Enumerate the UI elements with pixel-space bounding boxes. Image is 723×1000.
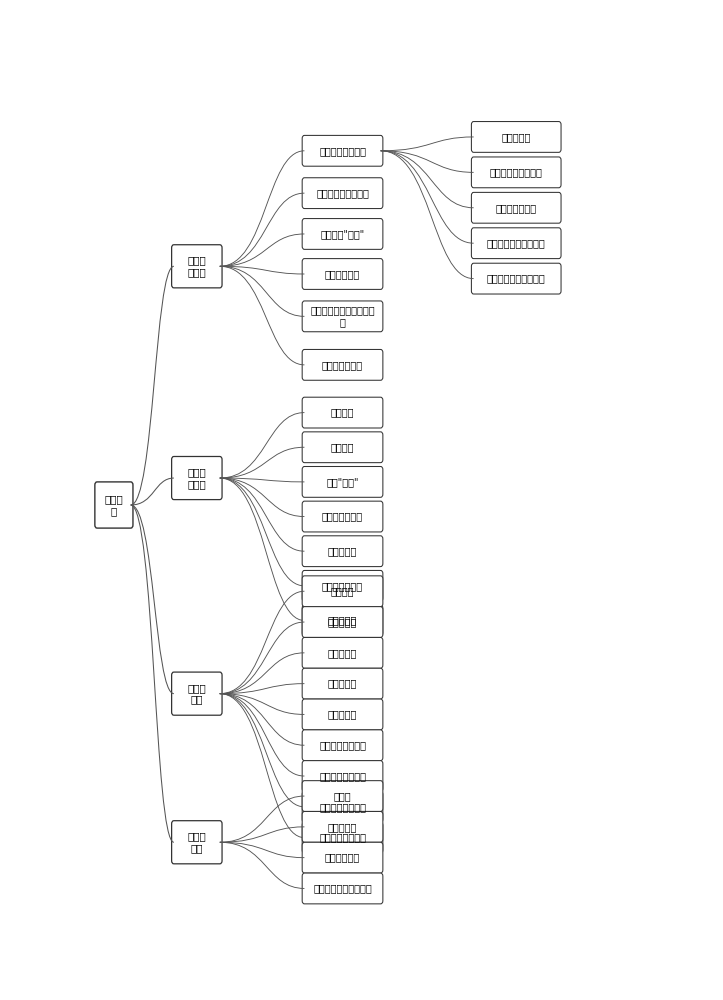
Text: 显示荧光屏无噪声背景: 显示荧光屏无噪声背景 (313, 883, 372, 893)
Text: 无发射: 无发射 (334, 791, 351, 801)
FancyBboxPatch shape (302, 842, 383, 873)
FancyBboxPatch shape (302, 135, 383, 166)
FancyBboxPatch shape (302, 301, 383, 332)
Text: 天线倒转: 天线倒转 (330, 442, 354, 452)
FancyBboxPatch shape (302, 873, 383, 904)
Text: 无船首标志: 无船首标志 (328, 546, 357, 556)
Text: 无扫描线: 无扫描线 (330, 586, 354, 596)
Text: 交流电机倒转: 交流电机倒转 (325, 269, 360, 279)
FancyBboxPatch shape (302, 730, 383, 761)
FancyBboxPatch shape (302, 397, 383, 428)
FancyBboxPatch shape (471, 192, 561, 223)
Text: 无晶体电流: 无晶体电流 (328, 822, 357, 832)
FancyBboxPatch shape (302, 536, 383, 567)
FancyBboxPatch shape (302, 668, 383, 699)
FancyBboxPatch shape (302, 822, 383, 853)
FancyBboxPatch shape (302, 466, 383, 497)
FancyBboxPatch shape (302, 791, 383, 822)
Text: 中频发电机输出电压不正
常: 中频发电机输出电压不正 常 (310, 306, 375, 327)
FancyBboxPatch shape (95, 482, 133, 528)
Text: 无船首标志: 无船首标志 (328, 648, 357, 658)
FancyBboxPatch shape (302, 570, 383, 601)
Text: 天线"飞车": 天线"飞车" (326, 477, 359, 487)
Text: 直流电机"飞车": 直流电机"飞车" (320, 229, 364, 239)
Text: 无输入电压: 无输入电压 (502, 132, 531, 142)
Text: 目标方位有误差: 目标方位有误差 (322, 512, 363, 522)
Text: 串激磁场绕组接触不良: 串激磁场绕组接触不良 (487, 274, 546, 284)
Text: 海浪抑制不起作用: 海浪抑制不起作用 (319, 771, 366, 781)
Text: 不能辐射电磁波: 不能辐射电磁波 (322, 581, 363, 591)
FancyBboxPatch shape (302, 432, 383, 463)
Text: 炭刷与整流子接触不良: 炭刷与整流子接触不良 (487, 238, 546, 248)
FancyBboxPatch shape (302, 607, 383, 637)
Text: 雨雪抑制不起作用: 雨雪抑制不起作用 (319, 802, 366, 812)
FancyBboxPatch shape (302, 761, 383, 791)
Text: 扫描线不转: 扫描线不转 (328, 615, 357, 626)
Text: 天线不转: 天线不转 (330, 408, 354, 418)
Text: 收发机
故障: 收发机 故障 (187, 831, 206, 853)
FancyBboxPatch shape (302, 781, 383, 811)
FancyBboxPatch shape (471, 157, 561, 188)
Text: 雷达故
障: 雷达故 障 (105, 494, 124, 516)
FancyBboxPatch shape (302, 501, 383, 532)
FancyBboxPatch shape (302, 605, 383, 636)
Text: 无交流电压输出: 无交流电压输出 (322, 360, 363, 370)
FancyBboxPatch shape (302, 259, 383, 289)
Text: 荧光屏无背景噪声: 荧光屏无背景噪声 (319, 740, 366, 750)
FancyBboxPatch shape (302, 576, 383, 607)
FancyBboxPatch shape (302, 811, 383, 842)
Text: 天线系
统故障: 天线系 统故障 (187, 467, 206, 489)
FancyBboxPatch shape (302, 699, 383, 730)
FancyBboxPatch shape (302, 349, 383, 380)
FancyBboxPatch shape (302, 178, 383, 209)
FancyBboxPatch shape (471, 122, 561, 152)
Text: 聚焦控制不起作用: 聚焦控制不起作用 (319, 833, 366, 843)
Text: 显示器
故障: 显示器 故障 (187, 683, 206, 704)
FancyBboxPatch shape (471, 263, 561, 294)
Text: 直流电机不能启动: 直流电机不能启动 (319, 146, 366, 156)
FancyBboxPatch shape (302, 637, 383, 668)
Text: 无固定距标: 无固定距标 (328, 679, 357, 689)
FancyBboxPatch shape (171, 821, 222, 864)
Text: 启动继电器线包开路: 启动继电器线包开路 (489, 167, 543, 177)
FancyBboxPatch shape (471, 228, 561, 259)
FancyBboxPatch shape (171, 456, 222, 500)
Text: 扫描线不转: 扫描线不转 (328, 617, 357, 627)
Text: 中频机
组故障: 中频机 组故障 (187, 255, 206, 277)
FancyBboxPatch shape (302, 219, 383, 249)
FancyBboxPatch shape (171, 672, 222, 715)
Text: 接触点接触不良: 接触点接触不良 (496, 203, 536, 213)
Text: 直流电机炭刷火花大: 直流电机炭刷火花大 (316, 188, 369, 198)
Text: 混频晶体烧毁: 混频晶体烧毁 (325, 853, 360, 863)
FancyBboxPatch shape (171, 245, 222, 288)
Text: 无活动距标: 无活动距标 (328, 709, 357, 719)
